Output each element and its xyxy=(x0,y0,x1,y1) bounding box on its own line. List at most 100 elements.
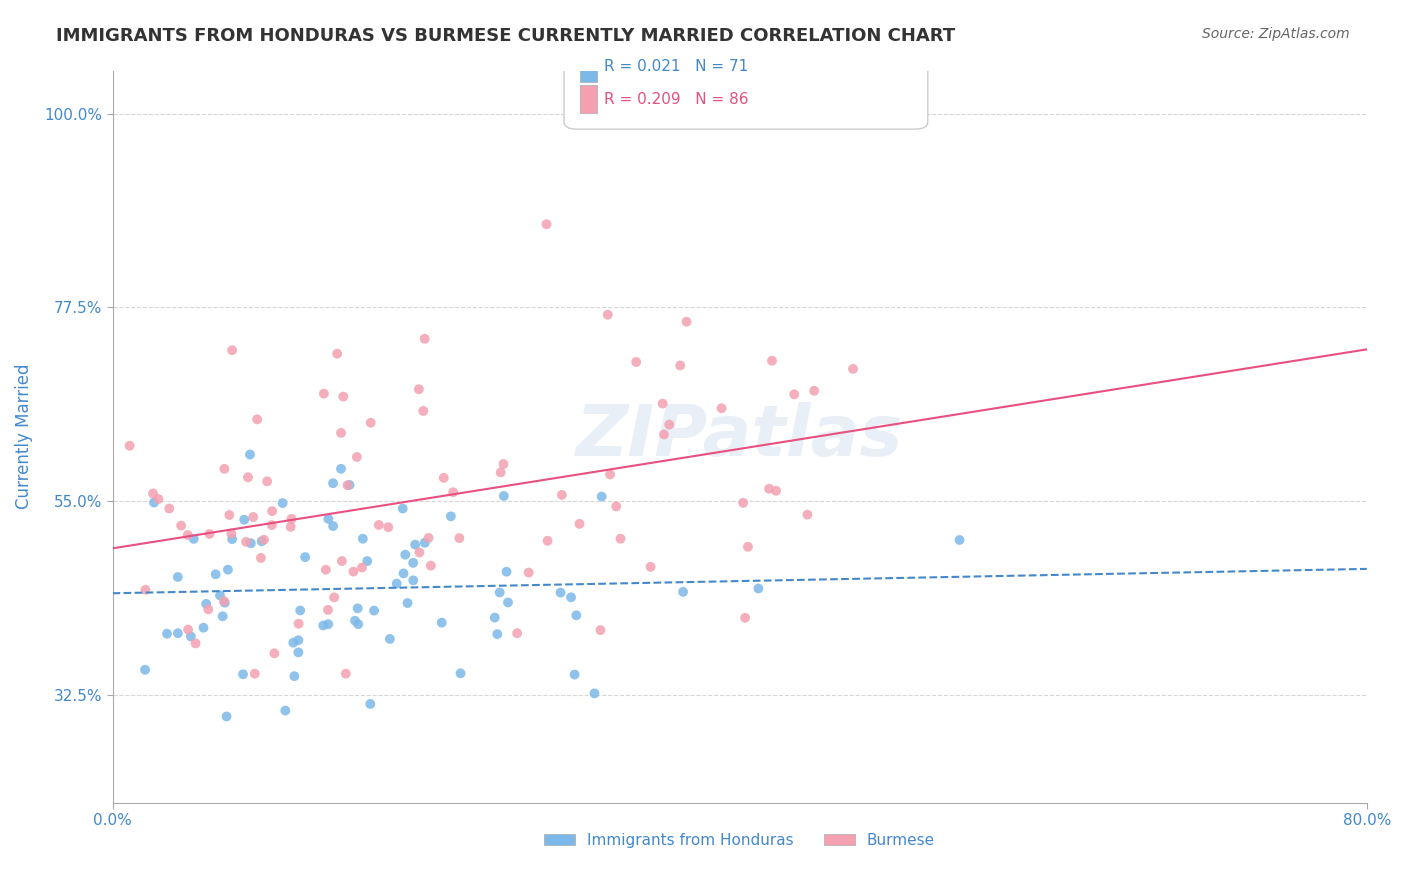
Point xyxy=(233,513,256,527)
Point xyxy=(737,540,759,554)
Point xyxy=(193,621,215,635)
Point xyxy=(157,501,180,516)
Point xyxy=(239,448,262,462)
Point xyxy=(496,595,519,609)
Point xyxy=(142,486,165,500)
Point xyxy=(599,467,621,482)
Point xyxy=(658,417,681,432)
Point xyxy=(256,475,278,489)
Point xyxy=(332,390,354,404)
Point xyxy=(290,603,312,617)
Point xyxy=(492,489,515,503)
Point xyxy=(803,384,825,398)
Point xyxy=(440,509,463,524)
Point xyxy=(392,566,415,581)
Point xyxy=(492,457,515,471)
Point xyxy=(378,632,401,646)
FancyBboxPatch shape xyxy=(581,54,596,81)
Point xyxy=(747,582,769,596)
Y-axis label: Currently Married: Currently Married xyxy=(15,364,32,509)
Point xyxy=(326,347,349,361)
Point xyxy=(413,332,436,346)
Point xyxy=(363,603,385,617)
Point xyxy=(195,597,218,611)
Point xyxy=(204,567,226,582)
Point xyxy=(761,353,783,368)
Point xyxy=(564,667,586,681)
Point xyxy=(177,528,200,542)
Point xyxy=(710,401,733,416)
Point xyxy=(330,554,353,568)
Point xyxy=(177,623,200,637)
Point xyxy=(287,633,309,648)
Point xyxy=(359,697,381,711)
Point xyxy=(143,495,166,509)
Point xyxy=(394,548,416,562)
Point xyxy=(344,614,367,628)
Point xyxy=(330,462,353,476)
Point xyxy=(134,582,156,597)
Point xyxy=(551,488,574,502)
Point xyxy=(412,404,434,418)
Point xyxy=(170,518,193,533)
Point xyxy=(672,585,695,599)
Point xyxy=(294,550,316,565)
Point xyxy=(315,563,337,577)
Point xyxy=(212,594,235,608)
Point xyxy=(322,519,344,533)
Point xyxy=(242,510,264,524)
Text: R = 0.209   N = 86: R = 0.209 N = 86 xyxy=(605,93,749,107)
Point xyxy=(312,386,335,401)
FancyBboxPatch shape xyxy=(564,41,928,129)
Point xyxy=(330,425,353,440)
Point xyxy=(263,646,285,660)
Point xyxy=(287,645,309,659)
Point xyxy=(347,617,370,632)
Point xyxy=(184,636,207,650)
Point xyxy=(536,533,558,548)
Point xyxy=(239,536,262,550)
Point xyxy=(352,532,374,546)
Text: ZIPatlas: ZIPatlas xyxy=(576,402,904,471)
Point xyxy=(232,667,254,681)
Point xyxy=(235,534,257,549)
Point xyxy=(156,626,179,640)
Point xyxy=(565,608,588,623)
Point xyxy=(283,669,305,683)
Point xyxy=(449,531,471,545)
Point xyxy=(796,508,818,522)
Point xyxy=(377,520,399,534)
Point xyxy=(214,462,236,476)
Point xyxy=(842,362,865,376)
Point xyxy=(669,359,692,373)
Point xyxy=(356,554,378,568)
Point xyxy=(765,483,787,498)
Point xyxy=(236,470,259,484)
Point xyxy=(198,527,221,541)
Legend: Immigrants from Honduras, Burmese: Immigrants from Honduras, Burmese xyxy=(538,827,941,854)
Point xyxy=(560,591,582,605)
Point xyxy=(550,585,572,599)
Point xyxy=(589,623,612,637)
Point xyxy=(342,565,364,579)
Point xyxy=(260,518,283,533)
Point xyxy=(166,570,188,584)
Point xyxy=(318,512,340,526)
Point xyxy=(274,704,297,718)
Point xyxy=(360,416,382,430)
Point xyxy=(243,666,266,681)
Point xyxy=(246,412,269,426)
Point xyxy=(651,397,673,411)
Point xyxy=(280,512,302,526)
Point xyxy=(323,591,346,605)
Point xyxy=(675,315,697,329)
Text: R = 0.021   N = 71: R = 0.021 N = 71 xyxy=(605,60,748,74)
Point xyxy=(441,485,464,500)
Point xyxy=(385,576,408,591)
Point xyxy=(404,538,426,552)
Point xyxy=(450,666,472,681)
Point xyxy=(214,596,236,610)
Point xyxy=(221,526,243,541)
Point xyxy=(758,482,780,496)
Point xyxy=(316,617,339,632)
